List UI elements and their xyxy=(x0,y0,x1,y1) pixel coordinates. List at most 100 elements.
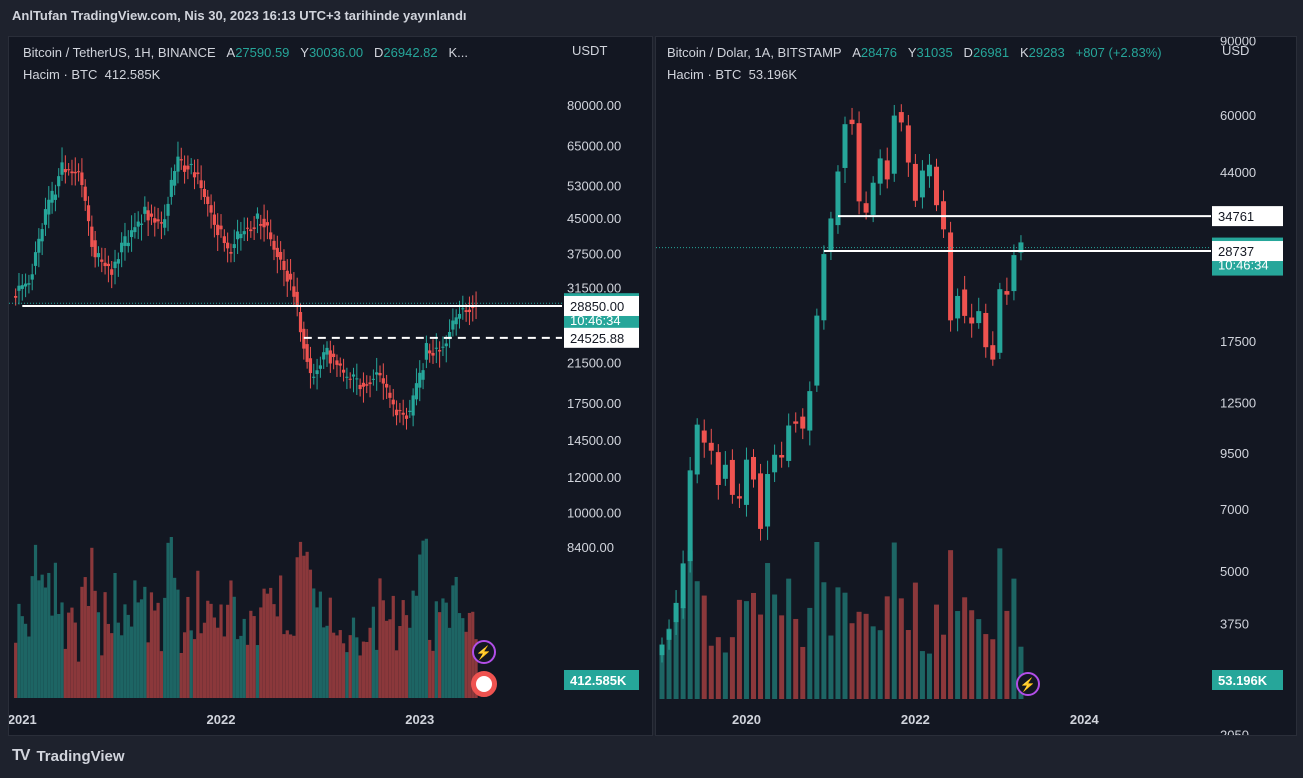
candle-body xyxy=(332,353,336,358)
candle-body xyxy=(169,179,173,197)
footer-brand[interactable]: TV TradingView xyxy=(12,747,125,765)
candle-body xyxy=(341,369,346,373)
candle-body xyxy=(793,421,799,424)
volume-bar xyxy=(722,652,728,699)
candle-body xyxy=(249,229,253,232)
x-tick-label: 2024 xyxy=(1070,712,1100,727)
volume-bar xyxy=(751,592,756,699)
chart-canvas-right[interactable]: 1200009000060000440001750012500950070005… xyxy=(656,37,1296,735)
candle-body xyxy=(997,289,1003,353)
price-label-box xyxy=(564,327,639,348)
volume-bar xyxy=(212,617,216,698)
candle-body xyxy=(471,306,475,308)
candle-body xyxy=(715,452,721,485)
volume-bar xyxy=(388,619,392,698)
volume-bar xyxy=(43,587,48,698)
volume-bar xyxy=(948,550,954,699)
volume-bar xyxy=(90,547,94,698)
y-tick-label: 53000.00 xyxy=(567,179,621,194)
volume-bar xyxy=(424,538,428,698)
candle-body xyxy=(206,196,210,205)
volume-bar xyxy=(434,601,438,698)
legend-symbol[interactable]: Bitcoin / TetherUS, 1H, BINANCE xyxy=(23,45,216,60)
candle-body xyxy=(1018,242,1024,253)
candle-body xyxy=(401,412,405,415)
volume-bar xyxy=(186,596,190,698)
volume-bar xyxy=(793,618,799,699)
volume-bar xyxy=(285,630,289,698)
tradingview-logo-icon: TV xyxy=(12,747,31,764)
chart-panel-left[interactable]: Bitcoin / TetherUS, 1H, BINANCE A27590.5… xyxy=(8,36,653,736)
volume-bar xyxy=(14,642,18,698)
candle-body xyxy=(50,190,54,203)
volume-bar xyxy=(123,604,127,698)
candle-body xyxy=(196,172,200,175)
volume-legend-label: Hacim · BTC xyxy=(667,67,742,82)
candle-body xyxy=(441,346,445,348)
volume-bar xyxy=(325,625,329,698)
volume-bar xyxy=(687,550,693,699)
volume-bar xyxy=(252,616,256,698)
volume-bar xyxy=(83,577,87,698)
candle-body xyxy=(199,180,203,189)
candle-body xyxy=(926,164,932,177)
volume-bar xyxy=(464,631,468,698)
legend-symbol[interactable]: Bitcoin / Dolar, 1A, BITSTAMP xyxy=(667,45,842,60)
volume-bar xyxy=(40,574,44,698)
candle-body xyxy=(295,291,299,306)
candle-body xyxy=(467,309,472,313)
volume-bar xyxy=(969,610,975,699)
brand-name: TradingView xyxy=(36,747,125,765)
y-tick-label: 5000 xyxy=(1220,564,1249,579)
volume-bar xyxy=(368,627,372,698)
y-tick-label: 17500.00 xyxy=(567,396,621,411)
volume-bar xyxy=(398,626,402,698)
candle-body xyxy=(255,213,260,219)
candle-body xyxy=(701,430,707,443)
candle-body xyxy=(93,240,97,258)
chart-panel-right[interactable]: Bitcoin / Dolar, 1A, BITSTAMP A28476 Y31… xyxy=(655,36,1297,736)
volume-bar xyxy=(365,641,369,698)
countdown-label: 10:46:34 xyxy=(1218,258,1269,273)
candle-body xyxy=(955,295,961,319)
y-tick-label: 14500.00 xyxy=(567,433,621,448)
volume-bar xyxy=(348,635,352,698)
candle-body xyxy=(378,372,382,376)
volume-bar xyxy=(103,592,107,698)
candle-body xyxy=(192,172,197,178)
currency-label-left[interactable]: USDT xyxy=(572,43,608,58)
chart-canvas-left[interactable]: 80000.00 65000.00 53000.00 45000.00 37500.00… xyxy=(9,37,652,735)
volume-bar xyxy=(126,614,130,698)
candle-body xyxy=(133,227,137,233)
volume-bar xyxy=(680,607,686,699)
y-tick-label: 8400.00 xyxy=(567,540,614,555)
volume-bar xyxy=(318,591,322,698)
volume-bar xyxy=(295,557,299,698)
currency-label-right[interactable]: USD xyxy=(1222,43,1250,58)
candle-body xyxy=(292,286,296,297)
volume-bar xyxy=(467,612,472,698)
lightning-icon xyxy=(472,640,496,664)
candle-body xyxy=(318,365,322,369)
candle-body xyxy=(90,226,94,247)
candle-body xyxy=(73,171,77,174)
volume-bar xyxy=(1018,646,1024,699)
volume-bar xyxy=(53,562,58,698)
candle-body xyxy=(20,285,24,289)
volume-bar xyxy=(454,576,458,698)
volume-bar xyxy=(814,542,820,699)
candle-body xyxy=(308,358,313,374)
volume-bar xyxy=(259,607,263,698)
candle-body xyxy=(53,194,58,200)
x-tick-label: 2022 xyxy=(901,712,930,727)
volume-bar xyxy=(202,622,207,698)
candle-body xyxy=(969,317,975,324)
volume-bar xyxy=(835,587,841,699)
price-label-box xyxy=(564,295,639,316)
candle-body xyxy=(275,247,279,258)
volume-bar xyxy=(17,603,21,698)
volume-bar xyxy=(245,644,250,698)
candle-body xyxy=(129,230,134,238)
volume-bar xyxy=(67,612,71,698)
candle-body xyxy=(948,232,954,321)
